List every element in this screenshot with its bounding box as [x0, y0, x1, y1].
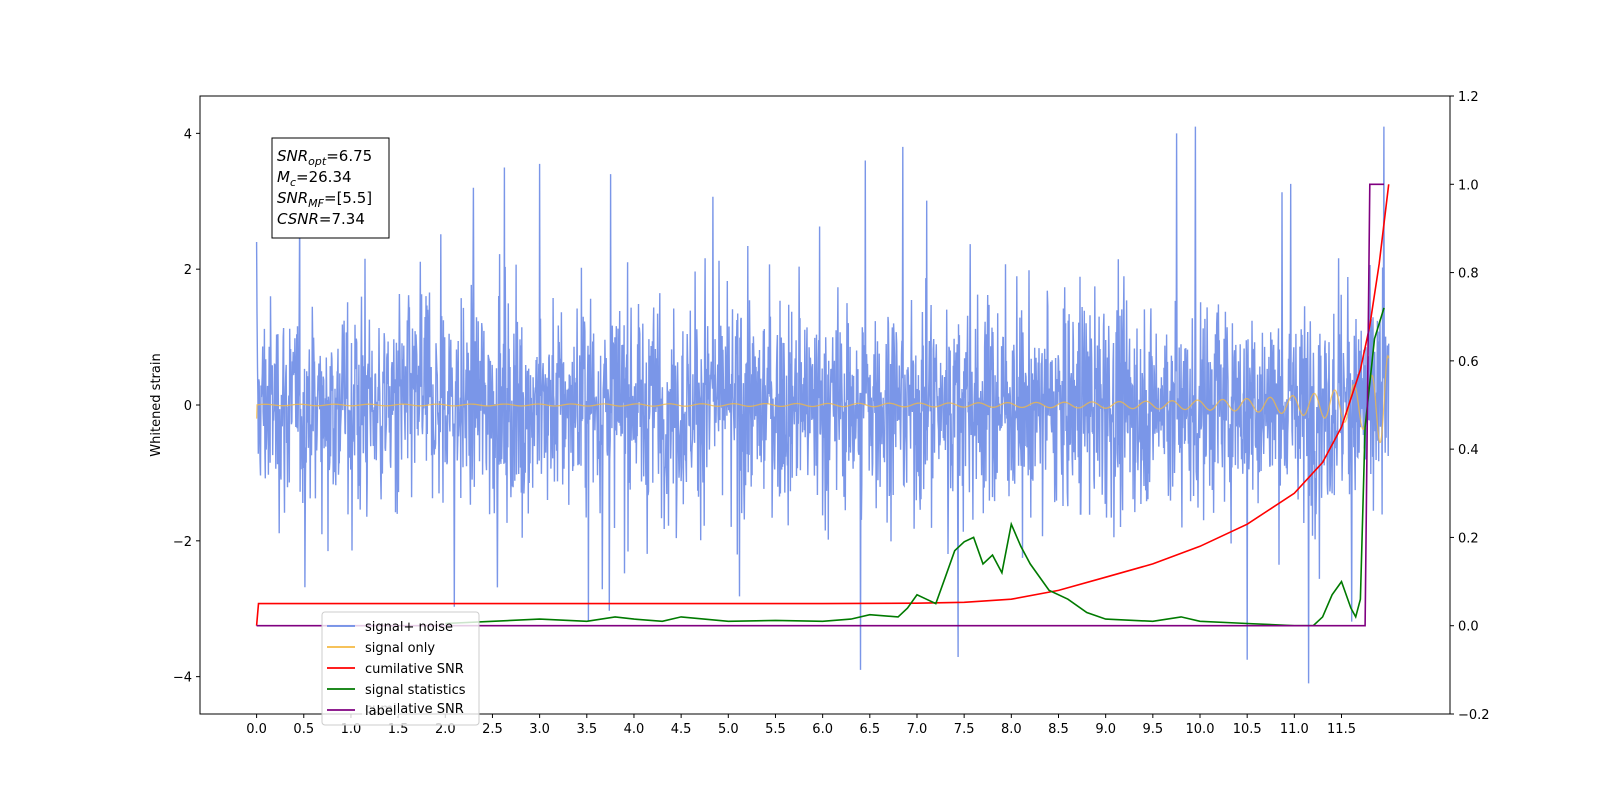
series-signal-noise	[255, 126, 1390, 684]
series-signal-statistics	[445, 307, 1385, 627]
y2-tick-label: 0.4	[1458, 443, 1479, 458]
x-tick-label: 4.0	[624, 722, 645, 737]
x-tick-label: 5.5	[765, 722, 786, 737]
x-tick-label: 0.0	[246, 722, 267, 737]
stats-annotation-line: SNRopt=6.75	[277, 147, 372, 168]
x-tick-label: 0.5	[293, 722, 314, 737]
legend-frame	[321, 611, 480, 726]
y-tick-label: −2	[173, 535, 192, 550]
x-tick-label: 6.5	[859, 722, 880, 737]
x-tick-label: 8.5	[1048, 722, 1069, 737]
x-tick-label: 3.5	[576, 722, 597, 737]
x-tick-label: 5.0	[718, 722, 739, 737]
stats-annotation-frame	[271, 137, 390, 239]
y-tick-label: 2	[184, 263, 192, 278]
x-tick-label: 10.0	[1186, 722, 1215, 737]
stats-annotation-line: CSNR=7.34	[277, 210, 365, 228]
y-axis-right: 1.2 1.0 0.8 0.6 0.4 0.2 0.0 −0.2	[1450, 90, 1490, 723]
x-tick-label: 7.0	[907, 722, 928, 737]
y-axis-left: 4 2 0 −2 −4	[173, 127, 200, 686]
x-tick-label: 11.5	[1327, 722, 1356, 737]
legend-entry-label: signal+ noise	[365, 620, 453, 635]
x-tick-label: 6.0	[812, 722, 833, 737]
x-tick-label: 8.0	[1001, 722, 1022, 737]
legend-entry-label: signal statistics	[365, 683, 466, 698]
legend-entry-label: cumilative SNR	[365, 662, 464, 677]
x-tick-label: 4.5	[671, 722, 692, 737]
legend-entry-label: label	[365, 704, 396, 719]
x-tick-label: 7.5	[954, 722, 975, 737]
stats-annotation-line: Mc=26.34	[277, 168, 352, 189]
x-tick-label: 2.5	[482, 722, 503, 737]
y2-tick-label: 1.2	[1458, 90, 1479, 105]
y2-tick-label: 0.0	[1458, 620, 1479, 635]
y2-tick-label: 0.2	[1458, 531, 1479, 546]
y2-tick-label: 0.6	[1458, 355, 1479, 370]
x-tick-label: 1.0	[341, 722, 362, 737]
series-signal-only	[255, 354, 1390, 444]
series-layer	[255, 126, 1390, 684]
y2-tick-label: −0.2	[1458, 708, 1490, 723]
x-tick-label: 1.5	[388, 722, 409, 737]
series-cumilative-snr	[255, 184, 1390, 626]
x-tick-label: 11.0	[1280, 722, 1309, 737]
y-tick-label: −4	[173, 671, 192, 686]
x-tick-label: 9.0	[1095, 722, 1116, 737]
legend-entry-label: signal only	[365, 641, 435, 656]
x-tick-label: 9.5	[1142, 722, 1163, 737]
y2-tick-label: 1.0	[1458, 178, 1479, 193]
x-tick-label: 2.0	[435, 722, 456, 737]
y-axis-label: Whitened strain	[149, 353, 164, 456]
x-tick-label: 3.0	[529, 722, 550, 737]
x-tick-label: 10.5	[1233, 722, 1262, 737]
x-axis: 0.0 0.5 1.0 1.5 2.0 2.5 3.0 3.5 4.0 4.5 5.0 5.5 6.0 6…	[246, 714, 1356, 737]
y-tick-label: 0	[184, 399, 192, 414]
y-tick-label: 4	[184, 127, 192, 142]
y2-tick-label: 0.8	[1458, 267, 1479, 282]
stats-annotation-line: SNRMF=[5.5]	[277, 189, 372, 210]
series-label	[256, 183, 1384, 627]
